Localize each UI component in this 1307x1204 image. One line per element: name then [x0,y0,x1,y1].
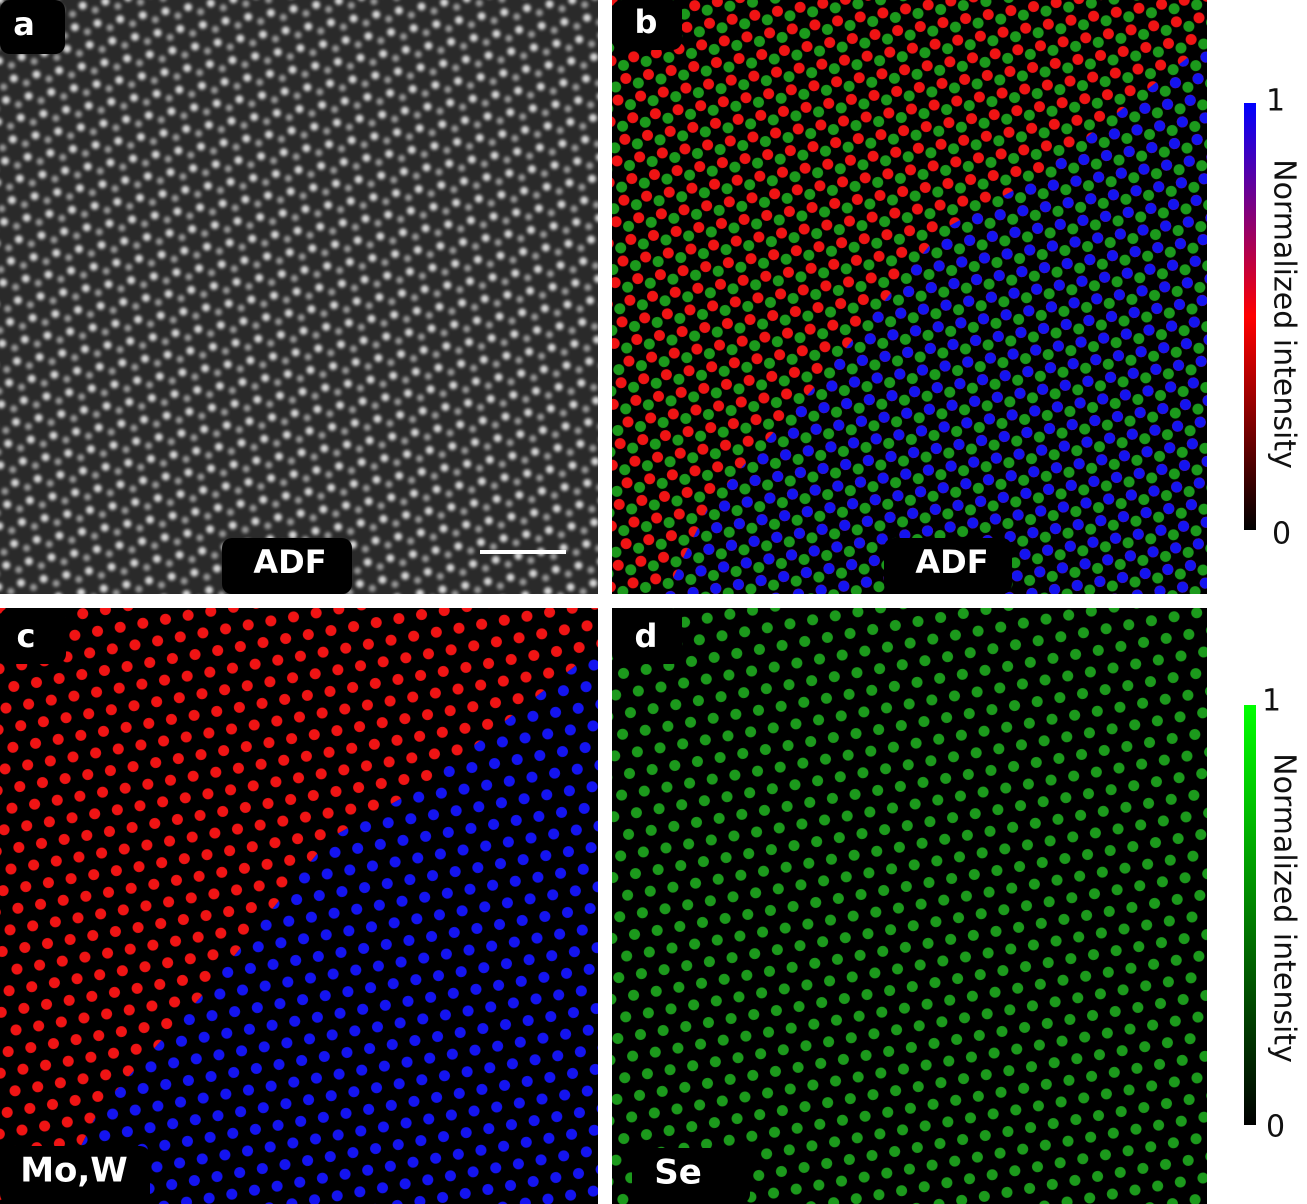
colorbar: 1 0 Normalized intensity [1244,684,1302,1145]
panel-letter: c [17,617,36,655]
colorbar-min: 0 [1266,1110,1285,1145]
panel-d: d Se [612,608,1207,1204]
colorbar-max: 1 [1262,684,1281,719]
colorbar-label: Normalized intensity [1267,753,1302,1063]
panel-caption: ADF [915,543,988,581]
panel-caption: Se [654,1153,702,1193]
colorbar-min: 0 [1272,517,1291,552]
panel-caption: Mo,W [20,1151,128,1191]
panel-letter: d [635,617,658,655]
panel-a: a ADF [0,0,598,594]
colorbar: 1 0 Normalized intensity [1244,84,1302,552]
panel-letter: b [635,3,658,41]
colorbar-label: Normalized intensity [1267,159,1302,469]
colorbar-max: 1 [1266,84,1285,119]
panel-caption: ADF [253,543,326,581]
panel-c: c Mo,W [0,608,598,1204]
panel-letter: a [13,5,35,43]
panel-b: b ADF [612,0,1207,594]
